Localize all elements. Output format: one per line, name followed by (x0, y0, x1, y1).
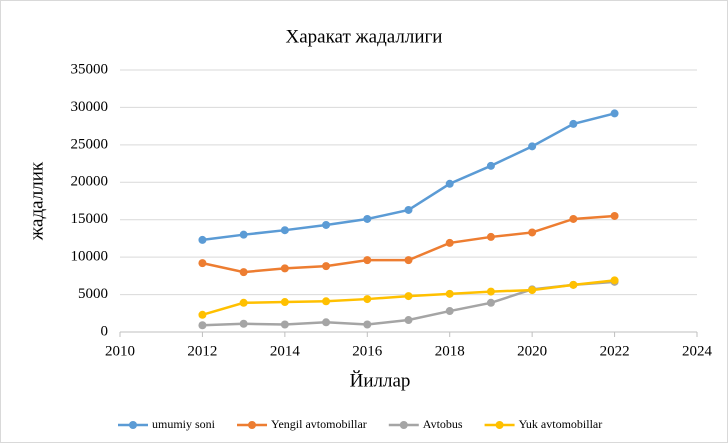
x-tick-label: 2024 (682, 343, 713, 359)
data-point (322, 220, 331, 229)
data-point (404, 316, 413, 325)
data-point (610, 109, 619, 118)
legend-label: Avtobus (423, 417, 463, 431)
data-point (363, 295, 372, 304)
data-point (569, 280, 578, 289)
y-tick-label: 5000 (78, 286, 108, 302)
x-tick-label: 2010 (105, 343, 135, 359)
data-point (322, 318, 331, 327)
data-point (445, 289, 454, 298)
data-point (486, 287, 495, 296)
data-point (486, 298, 495, 307)
data-point (610, 211, 619, 220)
legend-item: Avtobus (388, 417, 463, 431)
data-point (239, 230, 248, 239)
x-tick-label: 2022 (600, 343, 630, 359)
data-point (322, 297, 331, 306)
y-tick-label: 35000 (71, 61, 109, 77)
x-axis-label: Йиллар (350, 370, 411, 391)
legend-label: Yuk avtomobillar (519, 417, 603, 431)
legend-marker (399, 421, 408, 429)
x-tick-label: 2018 (435, 343, 465, 359)
x-tick-label: 2012 (187, 343, 217, 359)
legend-marker (495, 421, 504, 429)
data-point (363, 256, 372, 265)
data-point (198, 321, 207, 330)
data-point (445, 238, 454, 247)
data-point (404, 205, 413, 214)
data-point (280, 320, 289, 329)
data-point (404, 292, 413, 301)
x-tick-label: 2016 (352, 343, 383, 359)
legend-label: Yengil avtomobillar (271, 417, 367, 431)
legend-item: Yengil avtomobillar (237, 417, 367, 431)
data-point (198, 259, 207, 268)
data-point (569, 214, 578, 223)
y-tick-label: 30000 (71, 99, 109, 115)
legend-marker (129, 421, 137, 429)
data-point (239, 268, 248, 277)
data-point (610, 276, 619, 285)
data-point (280, 226, 289, 235)
data-point (486, 161, 495, 170)
data-point (363, 214, 372, 223)
data-point (528, 142, 537, 151)
data-point (528, 228, 537, 237)
data-point (445, 179, 454, 188)
data-point (486, 232, 495, 241)
y-tick-label: 20000 (71, 174, 109, 190)
x-tick-label: 2014 (270, 343, 301, 359)
legend-item: umumiy soni (118, 417, 216, 431)
data-point (280, 298, 289, 307)
data-point (280, 264, 289, 273)
y-tick-label: 0 (101, 323, 109, 339)
data-point (363, 320, 372, 329)
data-point (569, 119, 578, 128)
y-tick-label: 25000 (71, 136, 109, 152)
chart-title: Харакат жадаллиги (286, 26, 443, 47)
data-point (528, 286, 537, 295)
data-point (198, 310, 207, 319)
data-point (404, 256, 413, 265)
legend-item: Yuk avtomobillar (484, 417, 603, 431)
data-point (322, 262, 331, 271)
y-tick-label: 10000 (71, 249, 109, 265)
y-tick-label: 15000 (71, 211, 109, 227)
x-tick-label: 2020 (517, 343, 547, 359)
legend-marker (248, 421, 257, 429)
data-point (239, 298, 248, 307)
legend-label: umumiy soni (152, 417, 216, 431)
y-axis-label: жадаллик (26, 161, 47, 241)
data-point (239, 319, 248, 328)
data-point (445, 307, 454, 316)
data-point (198, 235, 207, 244)
